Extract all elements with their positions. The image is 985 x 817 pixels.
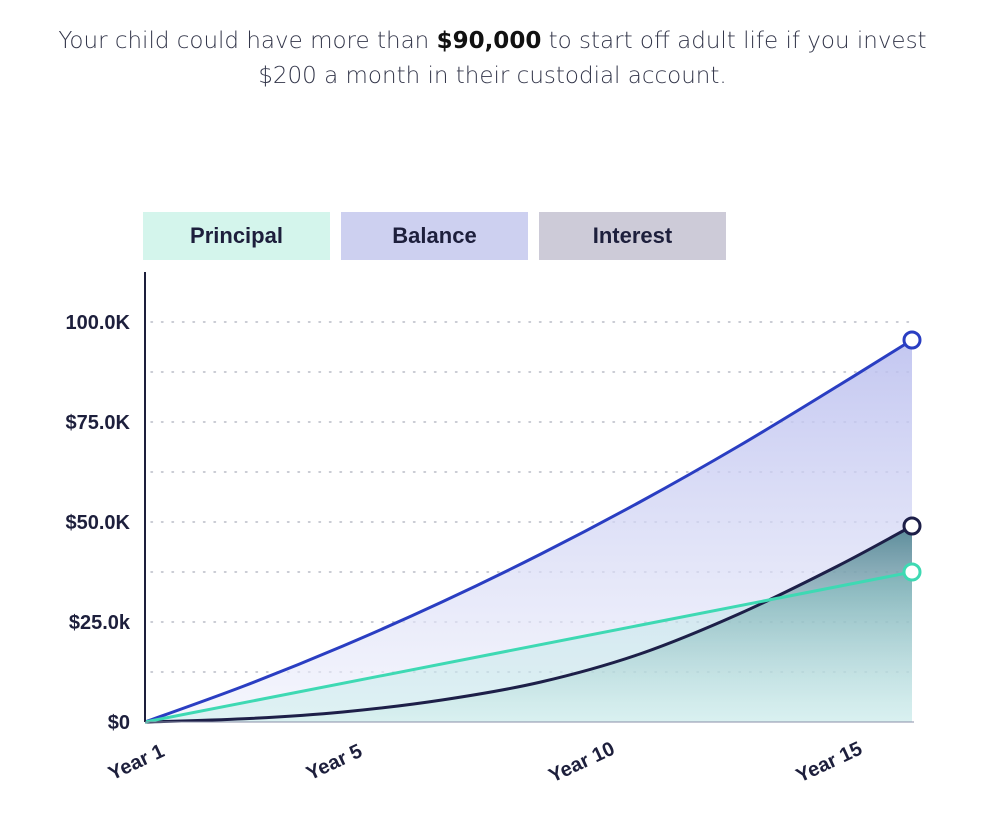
legend-balance[interactable]: Balance	[341, 212, 528, 260]
x-tick-label: Year 10	[545, 738, 618, 788]
legend-interest-label: Interest	[592, 223, 673, 248]
area-layer	[145, 340, 912, 722]
interest-line	[144, 524, 913, 724]
principal-end-marker	[902, 562, 922, 582]
x-tick-label: Year 15	[793, 738, 866, 788]
headline-text-pre: Your child could have more than	[58, 28, 437, 54]
legend-principal-label: Principal	[190, 223, 283, 248]
y-tick-label: $50.0K	[66, 512, 131, 534]
y-tick-label: $75.0K	[66, 412, 131, 434]
balance-end-marker	[902, 330, 922, 350]
legend-balance-label: Balance	[392, 223, 477, 248]
y-tick-label: 100.0K	[66, 312, 131, 334]
headline-amount: $90,000	[436, 28, 542, 54]
headline-text-post: to start off adult life if you invest	[541, 28, 927, 54]
marker-layer	[902, 330, 922, 582]
growth-chart: $0 $25.0k $50.0K $75.0K 100.0K Year 1 Year 5 Ye…	[66, 272, 922, 788]
headline: Your child could have more than $90,000 …	[0, 24, 985, 94]
interest-end-marker	[902, 516, 922, 536]
headline-line2: $200 a month in their custodial account.	[258, 63, 727, 89]
interest-area	[145, 526, 912, 722]
legend-interest[interactable]: Interest	[539, 212, 726, 260]
y-tick-label: $0	[108, 712, 130, 734]
balance-line	[144, 338, 913, 724]
x-tick-label: Year 5	[303, 740, 366, 785]
x-tick-label: Year 1	[105, 740, 168, 785]
line-layer	[144, 338, 913, 724]
legend-principal[interactable]: Principal	[143, 212, 330, 260]
y-tick-label: $25.0k	[69, 612, 131, 634]
principal-line	[144, 570, 913, 724]
